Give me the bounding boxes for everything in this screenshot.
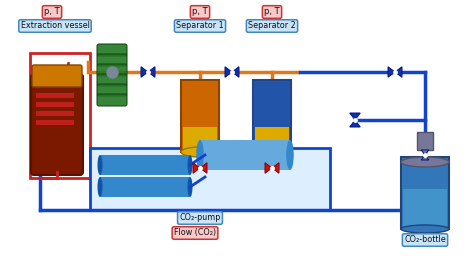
Text: Separator 1: Separator 1 [176,21,224,31]
Text: Extraction vessel: Extraction vessel [20,21,90,31]
Ellipse shape [98,155,102,175]
Ellipse shape [181,85,219,95]
Text: Flow (CO₂): Flow (CO₂) [174,229,216,238]
Ellipse shape [286,140,294,170]
Bar [36,102,74,107]
Bar [181,80,219,152]
Polygon shape [272,163,279,173]
Polygon shape [193,163,200,173]
FancyBboxPatch shape [97,74,127,86]
Polygon shape [232,67,239,77]
Polygon shape [225,67,232,77]
Polygon shape [148,67,155,77]
Polygon shape [265,163,272,173]
Polygon shape [421,150,429,155]
Polygon shape [395,67,402,77]
Ellipse shape [181,147,219,157]
Polygon shape [200,163,207,173]
Polygon shape [350,120,360,127]
Bar [253,80,291,152]
Bar [36,93,74,98]
Polygon shape [388,67,395,77]
Text: p, T: p, T [192,7,208,16]
Bar [100,177,190,197]
Ellipse shape [188,177,192,197]
FancyBboxPatch shape [97,94,127,106]
Ellipse shape [196,140,204,170]
Text: CO₂-pump: CO₂-pump [179,214,221,223]
Bar [401,157,449,229]
Bar [183,127,217,152]
Bar [417,132,433,150]
FancyBboxPatch shape [97,54,127,66]
Bar [30,53,90,178]
Bar [403,189,447,229]
Ellipse shape [188,155,192,175]
Text: Separator 2: Separator 2 [248,21,296,31]
Ellipse shape [401,225,449,233]
FancyBboxPatch shape [97,44,127,56]
Ellipse shape [253,147,291,157]
Polygon shape [350,113,360,120]
Bar [100,155,190,175]
Bar [36,120,74,125]
Bar [255,127,289,152]
FancyBboxPatch shape [97,84,127,96]
Bar [36,111,74,116]
FancyBboxPatch shape [32,65,82,87]
Polygon shape [141,67,148,77]
Polygon shape [421,155,429,160]
FancyBboxPatch shape [31,74,83,175]
Text: p, T: p, T [264,7,280,16]
Ellipse shape [98,177,102,197]
FancyBboxPatch shape [97,64,127,76]
Bar [90,148,330,210]
Bar [200,140,290,170]
Text: CO₂-bottle: CO₂-bottle [404,235,446,244]
Ellipse shape [253,85,291,95]
Ellipse shape [401,157,449,167]
Text: p, T: p, T [44,7,60,16]
